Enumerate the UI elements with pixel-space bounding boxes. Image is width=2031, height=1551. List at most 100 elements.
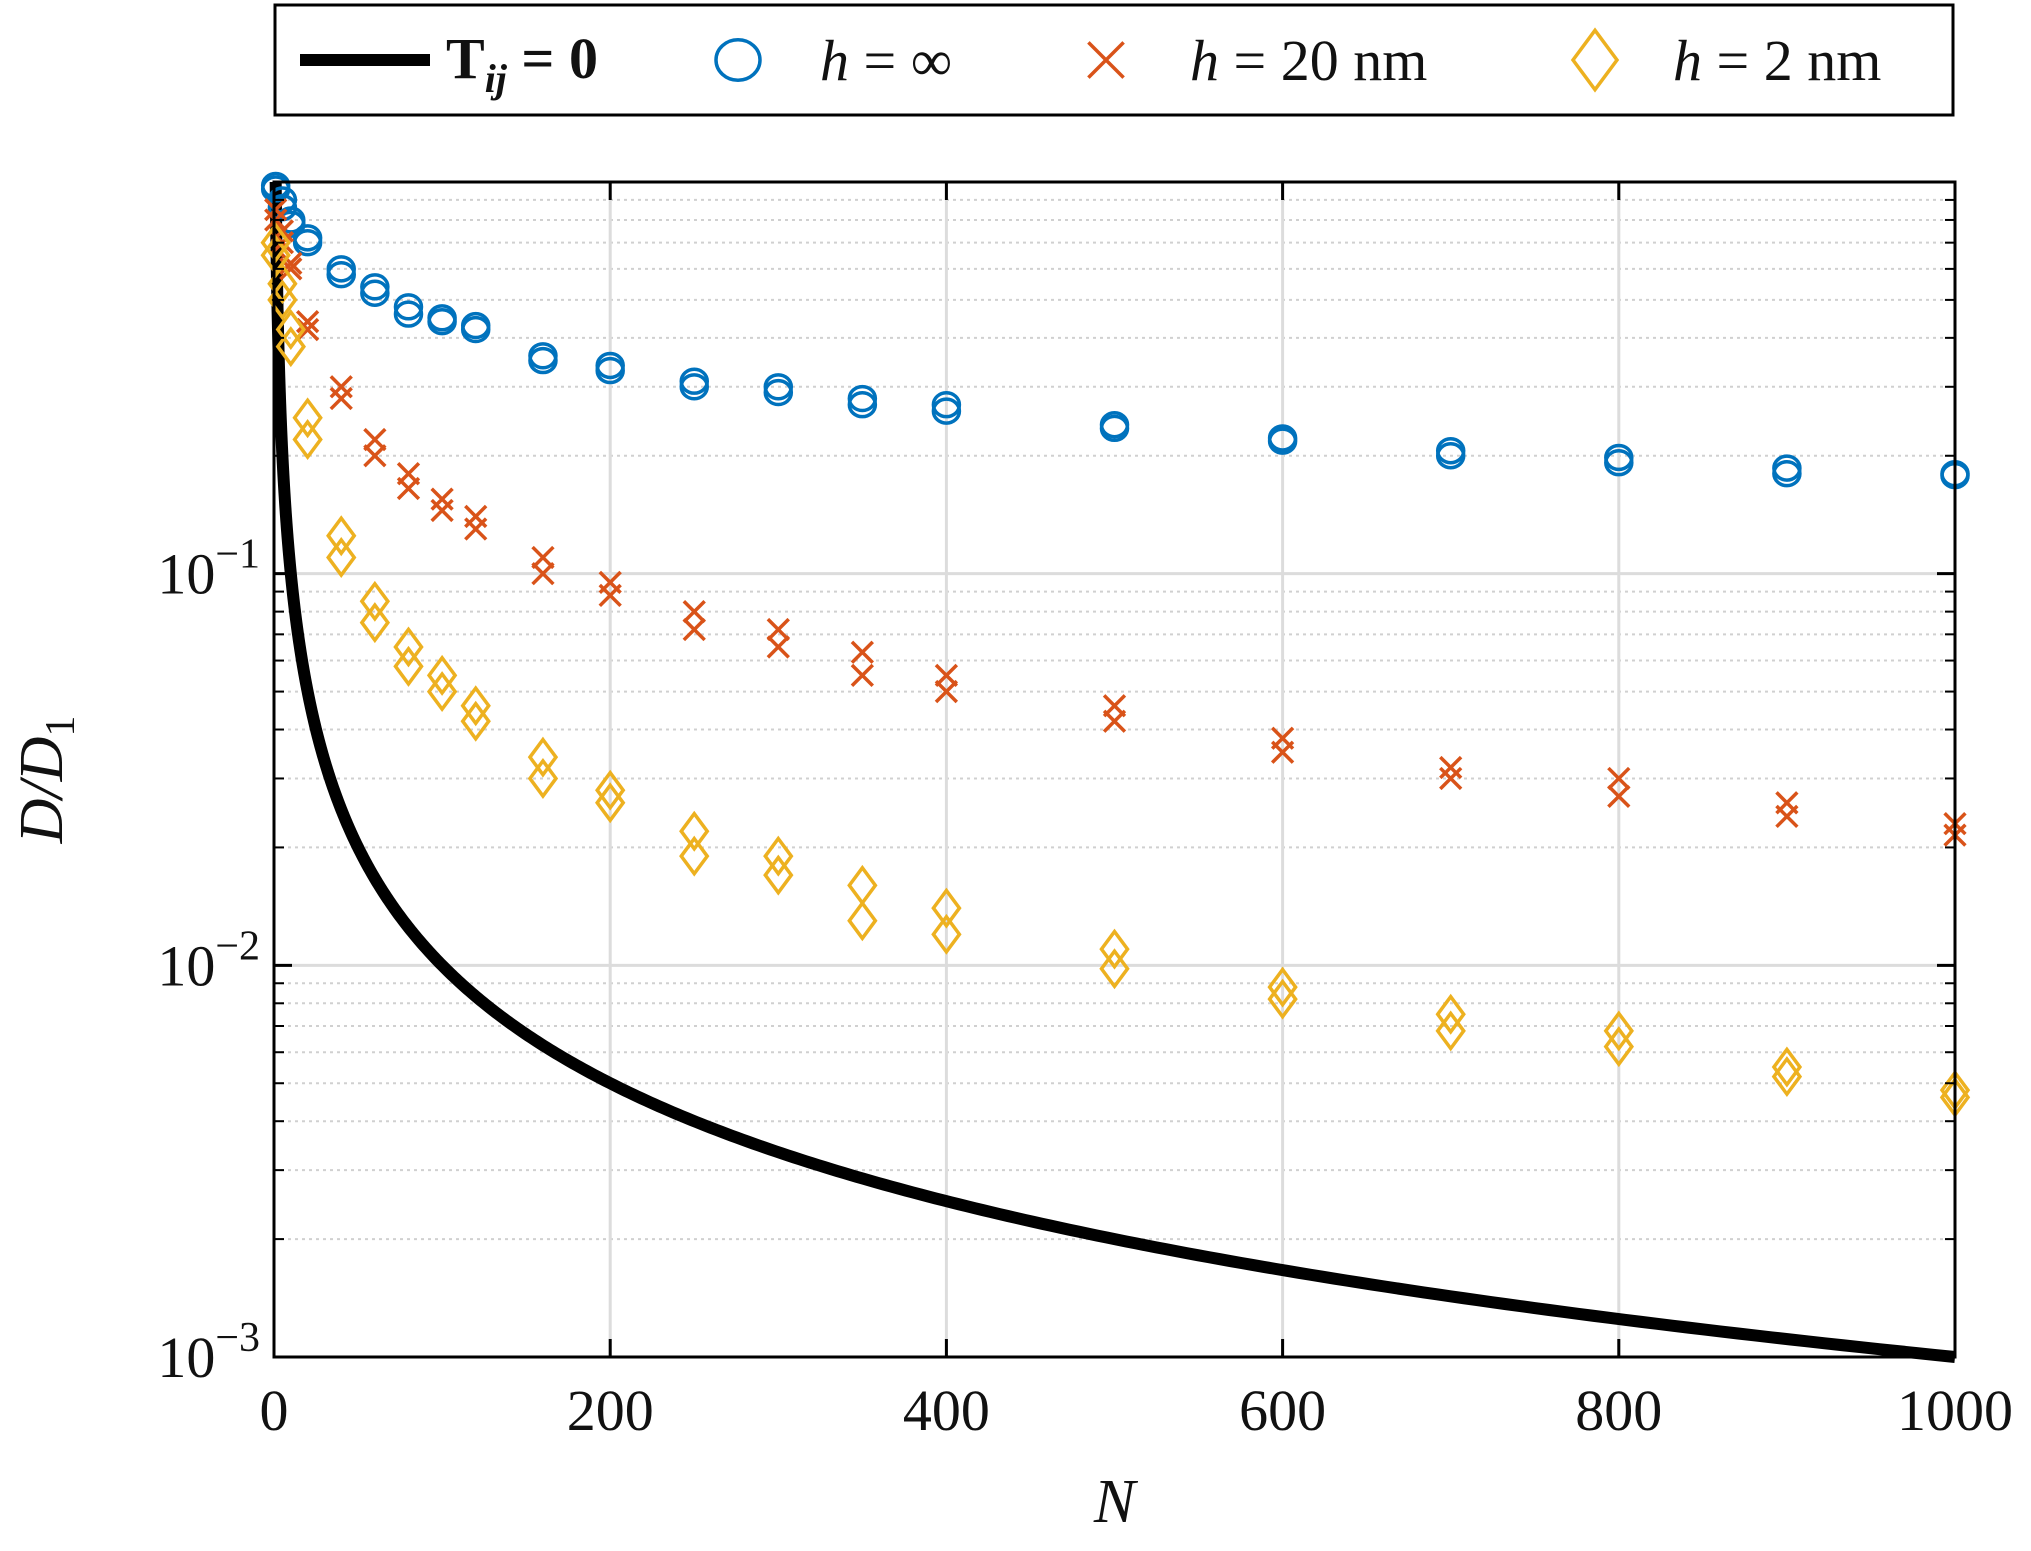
data-point-circle [679, 373, 709, 401]
data-point-diamond [326, 536, 357, 578]
y-tick-label-exponent: −3 [215, 1315, 260, 1361]
series-x [264, 198, 1967, 847]
legend-entry: Tij = 0 [300, 26, 598, 101]
marker-stroke [598, 583, 622, 608]
data-point-x [850, 640, 874, 664]
marker-stroke [766, 635, 790, 659]
data-point-circle [847, 391, 878, 419]
legend-label: h = ∞ [820, 28, 952, 93]
x-tick-label: 200 [567, 1378, 654, 1443]
legend-label-variable: h [1673, 28, 1702, 93]
data-point-x [1439, 766, 1463, 791]
data-point-x [682, 599, 706, 624]
data-point-x [329, 375, 353, 399]
ticks: 10−310−210−10 200 400 600 800 1000 [157, 182, 2013, 1443]
data-point-x [396, 476, 421, 501]
marker-stroke [850, 663, 874, 687]
data-point-diamond [763, 835, 794, 877]
marker-stroke [430, 487, 454, 511]
y-tick-label-base: 10 [157, 542, 215, 607]
data-point-diamond [847, 864, 878, 906]
data-point-diamond [595, 782, 626, 824]
data-point-circle [595, 356, 625, 385]
legend-entry: h = 2 nm [1570, 27, 1881, 93]
y-tick-label: 10−1 [157, 532, 260, 607]
series-diamond [260, 222, 1971, 1118]
data-point-diamond [359, 602, 391, 644]
data-point-x [934, 679, 959, 704]
data-point-x [1270, 740, 1295, 764]
data-point-diamond [1267, 966, 1298, 1008]
data-point-x [682, 617, 706, 642]
marker-stroke [531, 562, 555, 586]
data-point-x [363, 444, 387, 468]
x-tick-label: 400 [903, 1378, 990, 1443]
data-point-circle [679, 367, 709, 395]
data-point-x [430, 498, 454, 523]
legend-label-rest: = ∞ [849, 28, 952, 93]
data-point-diamond [359, 580, 391, 622]
y-tick-label-exponent: −1 [215, 532, 260, 578]
y-tick-label-base: 10 [157, 1325, 215, 1390]
marker-stroke [934, 679, 959, 704]
x-tick-label: 800 [1575, 1378, 1662, 1443]
data-point-circle [427, 307, 457, 336]
data-point-x [850, 663, 874, 687]
marker-stroke [1607, 784, 1631, 809]
data-point-diamond [1435, 993, 1466, 1035]
legend-box [273, 3, 1955, 117]
data-point-diamond [275, 326, 306, 368]
plot-frame [272, 180, 1957, 1359]
data-point-circle [393, 300, 424, 328]
data-point-x [598, 583, 622, 608]
marker-stroke [329, 386, 353, 411]
data-point-x [264, 198, 288, 222]
data-point-circle [1604, 448, 1634, 477]
data-point-circle [460, 315, 491, 344]
data-point-x [531, 562, 555, 586]
data-point-x [1607, 784, 1631, 809]
marker-stroke [850, 640, 874, 664]
data-point-x [766, 617, 790, 642]
legend-marker-x [1087, 41, 1125, 79]
data-point-diamond [527, 736, 559, 778]
legend-label-rest: = 2 nm [1702, 28, 1881, 93]
legend-label-subscript: ij [485, 56, 508, 101]
data-point-circle [763, 378, 794, 407]
marker-stroke [1607, 766, 1631, 791]
legend-label-main: T [446, 26, 485, 91]
data-point-circle [931, 397, 962, 425]
data-point-x [430, 487, 454, 511]
data-point-diamond [1435, 1010, 1466, 1052]
y-tick-label-exponent: −2 [215, 923, 260, 969]
data-point-diamond [393, 645, 424, 687]
legend-label-rest: = 20 nm [1219, 28, 1427, 93]
legend-label-rest: = 0 [507, 26, 598, 91]
marker-stroke [1102, 709, 1127, 733]
x-axis-title: N [1093, 1468, 1139, 1536]
marker-stroke [1087, 41, 1125, 79]
marker-stroke [464, 517, 488, 541]
marker-stroke [682, 599, 706, 624]
y-tick-label: 10−3 [157, 1315, 260, 1390]
data-point-diamond [1267, 978, 1298, 1020]
data-point-diamond [1603, 1026, 1634, 1068]
legend-label: h = 2 nm [1673, 28, 1881, 93]
data-point-x [295, 310, 320, 334]
marker-stroke [1270, 740, 1295, 764]
legend-label-variable: h [820, 28, 849, 93]
data-point-x [1102, 709, 1127, 733]
marker-stroke [1775, 804, 1799, 829]
data-point-diamond [1603, 1010, 1634, 1052]
marker-stroke [264, 198, 288, 222]
data-point-circle [528, 346, 558, 375]
data-point-circle [360, 279, 390, 307]
y-axis-title-subscript: 1 [38, 716, 84, 737]
data-point-circle [1772, 459, 1802, 488]
data-point-diamond [460, 685, 491, 727]
data-point-diamond [763, 854, 794, 896]
marker-stroke [279, 257, 303, 281]
data-point-circle [292, 228, 323, 257]
grid [274, 182, 1955, 1359]
